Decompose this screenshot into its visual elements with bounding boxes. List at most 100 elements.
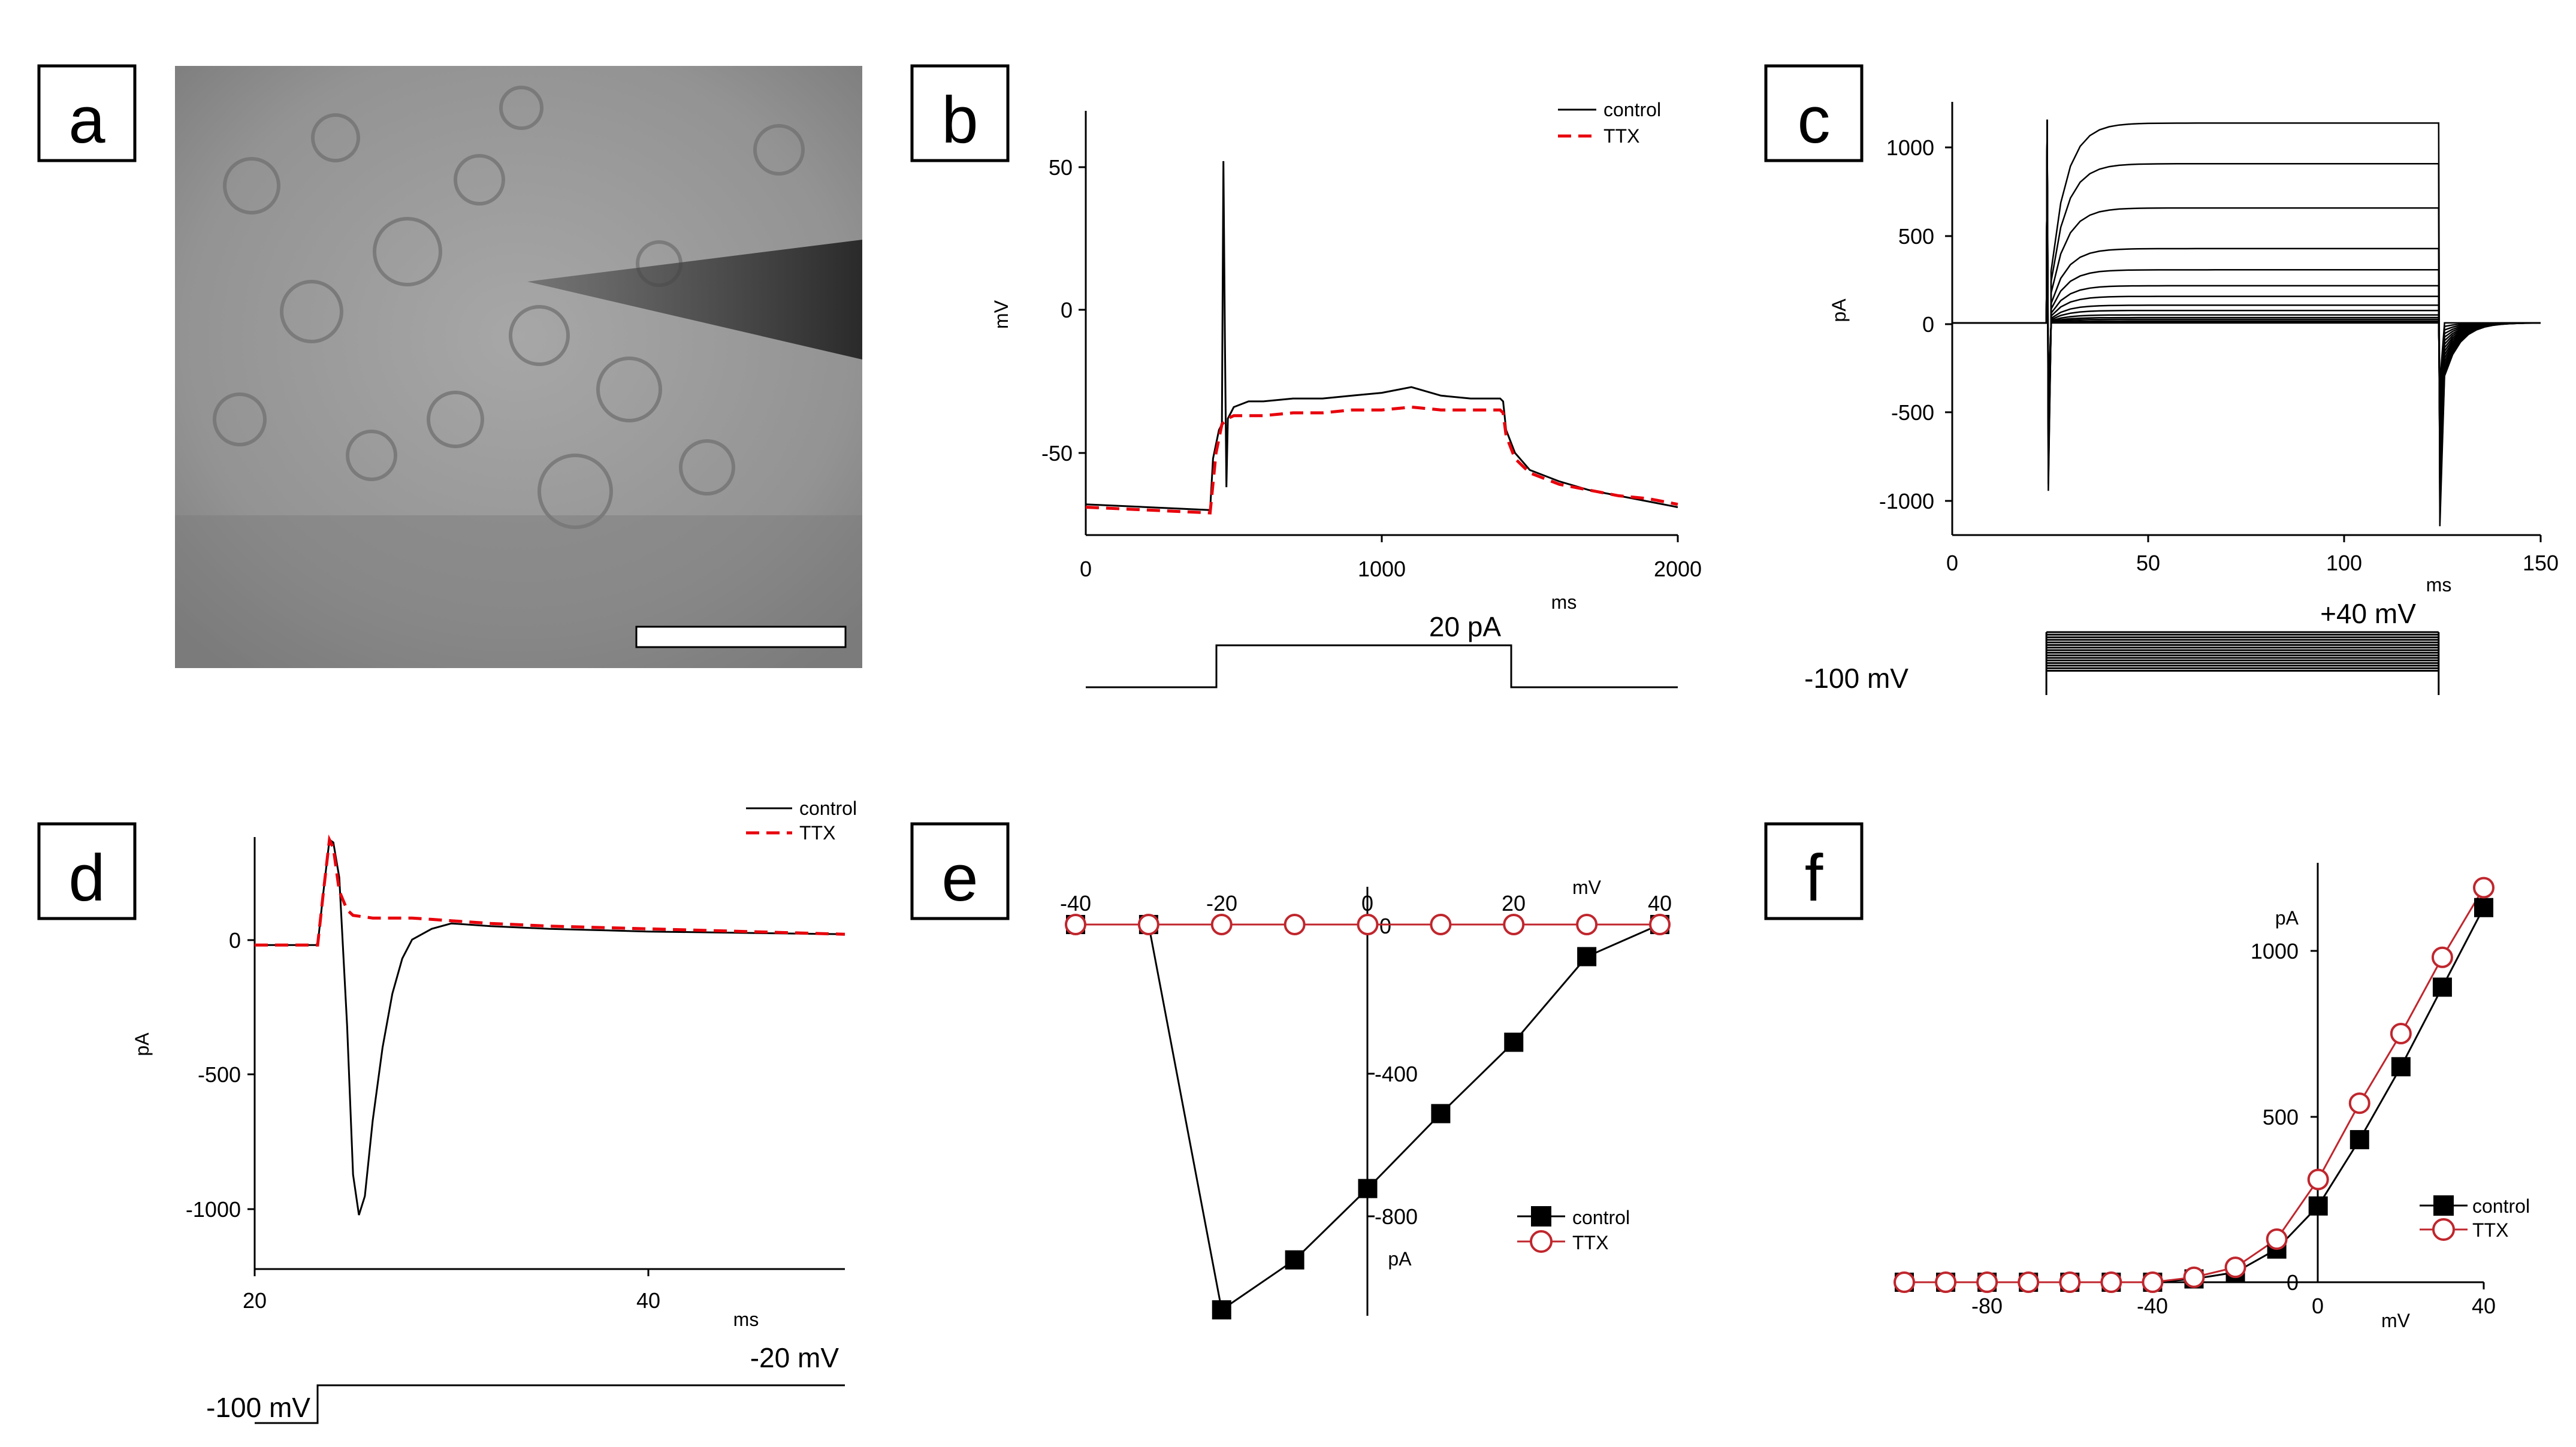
protocol-step-label-d: -20 mV <box>750 1342 839 1373</box>
x-tick-label: 20 <box>243 1288 267 1313</box>
panel-label-box-b <box>910 64 1010 162</box>
data-point-control <box>1358 1179 1378 1198</box>
x-tick-label: 0 <box>2312 1294 2324 1318</box>
legend-marker-ttx <box>2432 1218 2455 1241</box>
micrograph-background <box>175 66 862 668</box>
panel-label-c: c <box>1798 83 1831 157</box>
scale-bar <box>635 626 847 648</box>
x-tick-label: 1000 <box>1358 557 1406 581</box>
y-axis-label-b: mV <box>990 300 1012 329</box>
panel-f: f 1000 500 0 -80 -40 0 40 mV pA control … <box>1764 822 2530 1331</box>
data-point-ttx <box>1935 1271 1957 1293</box>
plot-area-e <box>1065 914 1671 1320</box>
y-tick-label: 50 <box>1049 155 1073 180</box>
current-trace <box>1952 119 2541 397</box>
x-tick-label: 0 <box>1946 551 1958 575</box>
current-trace <box>1952 119 2541 422</box>
data-point-ttx <box>2348 1092 2370 1114</box>
x-tick-label: -20 <box>1206 891 1237 916</box>
data-point-ttx <box>2100 1271 2122 1293</box>
x-tick-label: 2000 <box>1654 557 1702 581</box>
micrograph-cells <box>213 86 805 529</box>
data-point-ttx <box>1137 914 1159 935</box>
legend-label-ttx: TTX <box>2472 1219 2508 1241</box>
series-line-ttx <box>255 834 845 947</box>
x-tick-label: 40 <box>636 1288 660 1313</box>
current-trace <box>1952 119 2541 479</box>
legend-b: control TTX <box>1558 99 1661 147</box>
data-point-control <box>1504 1032 1524 1052</box>
plot-area-f <box>1894 877 2495 1293</box>
protocol-c: -100 mV +40 mV <box>1804 598 2440 695</box>
y-axis-label-f: pA <box>2275 907 2299 929</box>
legend-label-control: control <box>799 797 857 819</box>
legend-marker-control <box>2433 1195 2454 1216</box>
series-line-ttx <box>1904 887 2485 1283</box>
y-tick-label: -1000 <box>1879 489 1934 513</box>
y-tick-label: 500 <box>1898 224 1934 249</box>
protocol-d: -100 mV -20 mV <box>206 1342 845 1424</box>
data-point-ttx <box>1576 914 1598 935</box>
data-point-ttx <box>1649 914 1671 935</box>
current-trace <box>1952 119 2541 498</box>
x-tick-label: 50 <box>2136 551 2160 575</box>
legend-label-ttx: TTX <box>799 822 835 844</box>
micrograph <box>175 66 862 668</box>
legend-f: control TTX <box>2420 1195 2530 1241</box>
data-point-ttx <box>1210 914 1233 935</box>
y-tick-label: 0 <box>1922 312 1934 337</box>
panel-label-f: f <box>1805 841 1823 915</box>
y-tick-label: 0 <box>1061 298 1073 322</box>
y-tick-label: 0 <box>2287 1270 2299 1295</box>
y-axis-label-d: pA <box>131 1032 153 1056</box>
data-point-control <box>1212 1300 1231 1320</box>
y-axis-label-c: pA <box>1828 298 1850 322</box>
panel-b: b 50 0 -50 0 1000 2000 ms mV control TTX <box>910 64 1702 688</box>
axes-d: 0 -500 -1000 20 40 ms pA <box>131 837 845 1330</box>
protocol-b: 20 pA <box>1086 611 1678 688</box>
y-axis-label-e: pA <box>1388 1248 1412 1270</box>
data-point-control <box>1285 1250 1304 1270</box>
axes-c: 1000 500 0 -500 -1000 0 50 100 150 ms pA <box>1828 102 2559 596</box>
y-tick-label: 1000 <box>2251 939 2299 963</box>
plot-area-b <box>1085 161 1678 515</box>
x-tick-label: 100 <box>2326 551 2362 575</box>
voltage-step-family <box>2045 631 2440 695</box>
panel-label-e: e <box>941 841 978 915</box>
current-trace <box>1952 119 2541 404</box>
y-tick-label: -500 <box>1891 400 1934 425</box>
y-tick-label: -500 <box>198 1062 241 1087</box>
data-point-ttx <box>2266 1228 2288 1250</box>
axes-f: 1000 500 0 -80 -40 0 40 mV pA <box>1904 863 2496 1331</box>
y-tick-label: 0 <box>229 928 241 953</box>
data-point-ttx <box>2307 1168 2329 1191</box>
data-point-control <box>1577 947 1597 966</box>
data-point-control <box>2474 898 2493 917</box>
series-line-control <box>255 838 845 1216</box>
series-line-control <box>1085 161 1678 511</box>
x-tick-label: -40 <box>1060 891 1091 916</box>
axes-b: 50 0 -50 0 1000 2000 ms mV <box>990 111 1702 613</box>
series-line-ttx <box>1085 405 1678 515</box>
y-tick-label: -1000 <box>186 1197 241 1222</box>
current-trace <box>1952 119 2541 507</box>
y-tick-label: -400 <box>1375 1062 1418 1086</box>
data-point-ttx <box>2431 946 2453 968</box>
data-point-ttx <box>1503 914 1525 935</box>
panel-d: d 0 -500 -1000 20 40 ms pA control TTX - <box>37 797 857 1424</box>
data-point-ttx <box>2018 1271 2040 1293</box>
data-point-ttx <box>1357 914 1379 935</box>
current-trace <box>1952 119 2541 413</box>
panel-label-d: d <box>68 841 105 915</box>
x-tick-label: 150 <box>2523 551 2559 575</box>
data-point-ttx <box>2390 1023 2412 1044</box>
series-line-control <box>1904 907 2485 1283</box>
plot-area-c <box>1952 119 2541 527</box>
legend-marker-ttx <box>1530 1230 1553 1253</box>
legend-e: control TTX <box>1517 1206 1630 1253</box>
data-point-ttx <box>2224 1256 2246 1279</box>
panel-label-box-e <box>910 822 1010 920</box>
data-point-control <box>2308 1196 2328 1216</box>
current-trace <box>1952 119 2541 527</box>
protocol-step-label-b: 20 pA <box>1429 611 1502 642</box>
